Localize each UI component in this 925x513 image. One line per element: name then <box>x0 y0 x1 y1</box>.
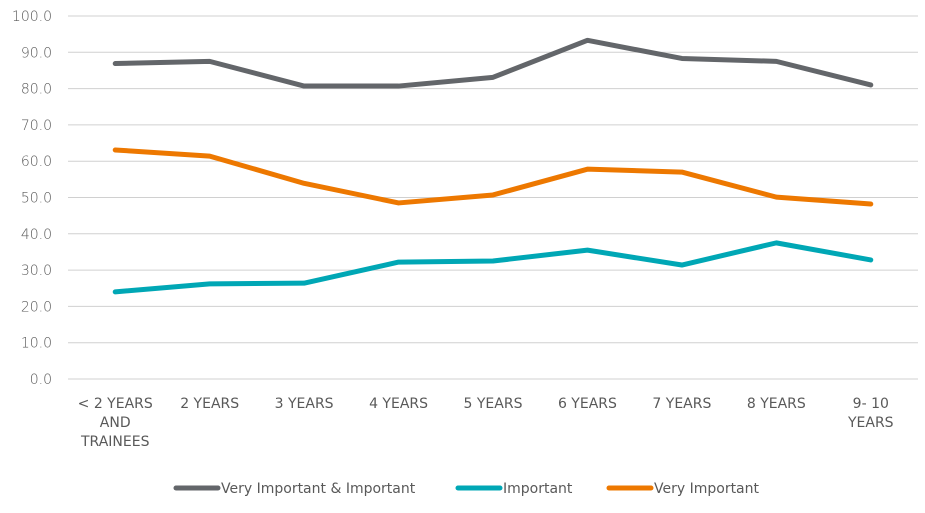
y-tick-label: 30.0 <box>21 263 52 279</box>
legend-item: Very Important & Important <box>173 481 416 497</box>
series-lines <box>112 37 874 295</box>
gridlines <box>68 15 918 380</box>
y-tick-label: 10.0 <box>21 336 52 352</box>
x-tick-label-line: 5 YEARS <box>464 396 523 412</box>
legend-label: Very Important <box>654 481 760 497</box>
x-tick-label: 3 YEARS <box>275 396 334 412</box>
x-tick-label-line: 4 YEARS <box>369 396 428 412</box>
x-tick-label-line: 7 YEARS <box>652 396 711 412</box>
x-tick-label-line: 2 YEARS <box>180 396 239 412</box>
x-tick-label-line: YEARS <box>847 415 894 431</box>
x-tick-label: < 2 YEARS AND TRAINEES <box>78 396 153 450</box>
legend-label: Very Important & Important <box>221 481 416 497</box>
x-tick-label-line: TRAINEES <box>80 434 150 450</box>
series-line-0 <box>112 37 874 89</box>
x-tick-label: 7 YEARS <box>652 396 711 412</box>
y-tick-label: 0.0 <box>30 372 52 388</box>
x-tick-label-line: 9- 10 <box>853 396 889 412</box>
y-tick-label: 90.0 <box>21 45 52 61</box>
legend-label: Important <box>503 481 573 497</box>
series-line-2 <box>112 147 874 207</box>
series-line-1 <box>112 240 874 295</box>
y-tick-label: 20.0 <box>21 299 52 315</box>
y-tick-label: 100.0 <box>12 9 52 25</box>
x-tick-label-line: 6 YEARS <box>558 396 617 412</box>
legend-item: Very Important <box>606 481 760 497</box>
y-tick-label: 40.0 <box>21 227 52 243</box>
legend-item: Important <box>455 481 573 497</box>
x-tick-label: 4 YEARS <box>369 396 428 412</box>
y-tick-label: 80.0 <box>21 82 52 98</box>
x-tick-label: 9- 10 YEARS <box>847 396 894 431</box>
x-axis: < 2 YEARS AND TRAINEES 2 YEARS 3 YEARS 4 YEAR… <box>78 396 894 450</box>
x-tick-label: 5 YEARS <box>464 396 523 412</box>
x-tick-label: 8 YEARS <box>747 396 806 412</box>
y-tick-label: 70.0 <box>21 118 52 134</box>
x-tick-label-line: AND <box>100 415 131 431</box>
legend: Very Important & Important Important Very … <box>173 481 760 497</box>
y-axis: 0.0 10.0 20.0 30.0 40.0 50.0 60.0 70.0 80.0 90.0 1… <box>12 9 52 388</box>
x-tick-label-line: < 2 YEARS <box>78 396 153 412</box>
y-tick-label: 60.0 <box>21 154 52 170</box>
x-tick-label: 6 YEARS <box>558 396 617 412</box>
x-tick-label-line: 3 YEARS <box>275 396 334 412</box>
x-tick-label: 2 YEARS <box>180 396 239 412</box>
x-tick-label-line: 8 YEARS <box>747 396 806 412</box>
y-tick-label: 50.0 <box>21 191 52 207</box>
